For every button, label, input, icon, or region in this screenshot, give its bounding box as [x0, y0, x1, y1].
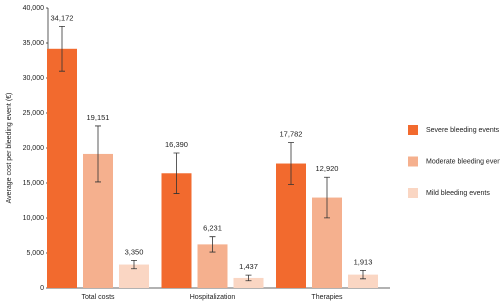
error-bar — [245, 274, 252, 282]
legend-label: Severe bleeding events — [426, 127, 500, 134]
error-bar — [209, 236, 216, 253]
x-tick-label: Hospitalization — [190, 294, 236, 301]
bar — [233, 277, 264, 288]
data-label: 19,151 — [87, 113, 110, 122]
bar — [348, 274, 378, 288]
error-bar — [59, 25, 65, 72]
y-tick-label: 25,000 — [23, 110, 45, 117]
data-label: 17,782 — [280, 130, 303, 139]
x-tick-label: Therapies — [311, 294, 343, 301]
data-label: 3,350 — [125, 247, 144, 256]
y-tick-label: 40,000 — [23, 5, 45, 12]
error-bar — [173, 152, 180, 194]
y-tick-label: 0 — [40, 285, 44, 292]
data-label: 1,437 — [239, 262, 258, 271]
legend-label: Mild bleeding events — [426, 190, 490, 197]
legend-swatch — [408, 125, 418, 135]
legend-swatch — [408, 156, 418, 167]
error-bar — [324, 176, 330, 219]
legend-swatch — [408, 188, 418, 198]
y-tick-label: 15,000 — [23, 180, 45, 187]
data-label: 1,913 — [354, 257, 373, 266]
data-label: 6,231 — [203, 224, 222, 233]
data-label: 12,920 — [316, 164, 339, 173]
data-label: 16,390 — [165, 140, 188, 149]
y-tick-label: 20,000 — [23, 145, 45, 152]
error-bar — [288, 142, 294, 185]
y-tick-label: 35,000 — [23, 40, 45, 47]
legend-label: Moderate bleeding events — [426, 158, 500, 165]
y-tick-label: 5,000 — [26, 250, 44, 257]
error-bar — [360, 270, 366, 280]
data-label: 34,172 — [51, 13, 74, 22]
x-tick-label: Total costs — [81, 294, 115, 301]
y-tick-label: 30,000 — [23, 75, 45, 82]
error-bar — [131, 259, 137, 270]
bar — [47, 48, 77, 288]
bar — [119, 264, 149, 288]
y-axis-label: Average cost per bleeding event (€) — [6, 93, 13, 204]
y-tick-label: 10,000 — [23, 215, 45, 222]
error-bar — [95, 125, 101, 183]
